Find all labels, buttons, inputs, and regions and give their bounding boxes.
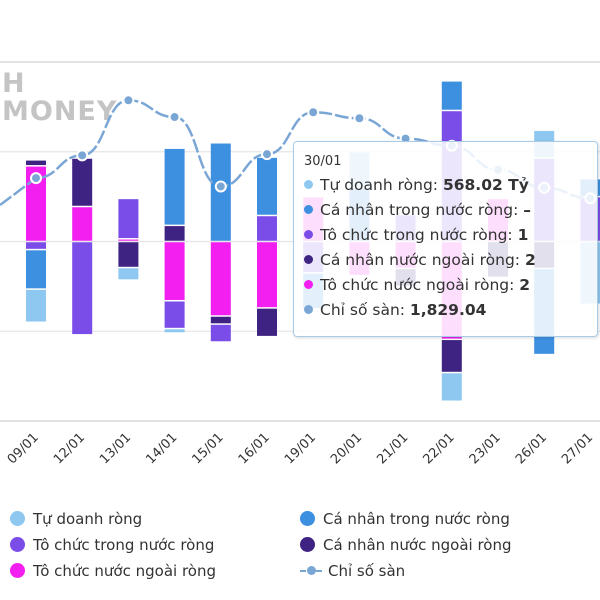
legend-label: Cá nhân trong nước ròng (323, 510, 510, 528)
bar-segment[interactable] (26, 160, 46, 166)
tooltip-value: 2 (524, 251, 536, 269)
bar-segment[interactable] (210, 242, 231, 316)
index-point[interactable] (307, 106, 320, 119)
bar-segment[interactable] (441, 81, 462, 110)
x-tick-label: 13/01 (97, 430, 134, 467)
tooltip-title: 30/01 (304, 154, 342, 169)
x-tick-label: 23/01 (467, 430, 504, 467)
legend-label: Cá nhân nước ngoài ròng (323, 536, 512, 554)
circle-marker-icon (300, 537, 315, 552)
x-tick-label: 16/01 (236, 430, 273, 467)
series-dot-icon (304, 305, 313, 314)
tooltip-label: Tô chức trong nước ròng: (320, 226, 518, 244)
tooltip-value: 1,829.04 (409, 301, 487, 319)
bar-segment[interactable] (210, 316, 231, 324)
watermark-logo: H MONEY (2, 70, 117, 126)
logo-line-1: H (2, 68, 26, 99)
series-dot-icon (304, 230, 313, 239)
legend-label: Tô chức nước ngoài ròng (33, 562, 217, 580)
index-point[interactable] (122, 94, 135, 107)
x-tick-label: 20/01 (328, 430, 365, 467)
x-tick-label: 21/01 (374, 430, 411, 467)
tooltip-label: Cá nhân nước ngoài ròng: (320, 251, 525, 269)
bar-segment[interactable] (257, 308, 277, 336)
tooltip-row: Tự doanh ròng: 568.02 Tỷ (304, 173, 591, 198)
x-tick-label: 14/01 (143, 430, 180, 467)
tooltip-label: Chỉ số sàn: (320, 301, 410, 319)
tooltip-row: Cá nhân trong nước ròng: – (304, 198, 591, 223)
index-point[interactable] (76, 149, 89, 162)
tooltip-row: Tô chức trong nước ròng: 1 (304, 223, 591, 248)
bar-segment[interactable] (164, 226, 185, 241)
tooltip-value: 2 (519, 276, 531, 294)
index-point[interactable] (261, 148, 273, 161)
bar-segment[interactable] (26, 250, 46, 289)
index-point[interactable] (30, 172, 42, 185)
bar-segment[interactable] (210, 324, 231, 342)
x-tick-label: 09/01 (5, 430, 42, 467)
series-dot-icon (304, 255, 313, 264)
legend-item[interactable]: Tự doanh ròng (10, 506, 300, 532)
bar-segment[interactable] (257, 216, 277, 241)
bar-segment[interactable] (164, 301, 185, 328)
tooltip-value: – (523, 201, 531, 219)
series-dot-icon (304, 205, 313, 214)
tooltip-label: Tự doanh ròng: (320, 176, 443, 194)
legend-item[interactable]: Tô chức nước ngoài ròng (10, 558, 300, 584)
bar-segment[interactable] (26, 166, 46, 241)
x-tick-label: 15/01 (190, 430, 227, 467)
legend-item[interactable]: Chỉ số sàn (300, 558, 590, 584)
legend-item[interactable]: Tô chức trong nước ròng (10, 532, 300, 558)
legend-item[interactable]: Cá nhân trong nước ròng (300, 506, 590, 532)
tooltip-row: Tô chức nước ngoài ròng: 2 (304, 273, 591, 298)
index-point[interactable] (168, 111, 181, 124)
tooltip-value: 1 (517, 226, 529, 244)
legend-label: Tô chức trong nước ròng (33, 536, 215, 554)
logo-line-2: MONEY (2, 96, 118, 127)
bar-segment[interactable] (441, 373, 462, 401)
series-dot-icon (304, 180, 313, 189)
bar-segment[interactable] (72, 207, 93, 241)
line-marker-icon (300, 563, 322, 578)
circle-marker-icon (10, 563, 25, 578)
tooltip-label: Cá nhân trong nước ròng: (320, 201, 524, 219)
bar-segment[interactable] (72, 242, 93, 335)
bar-segment[interactable] (72, 158, 93, 206)
bar-segment[interactable] (164, 242, 185, 300)
legend-label: Chỉ số sàn (328, 562, 406, 580)
x-tick-label: 22/01 (421, 430, 458, 467)
legend-item[interactable]: Cá nhân nước ngoài ròng (300, 532, 590, 558)
legend: Tự doanh ròng Cá nhân trong nước ròng Tô c… (0, 506, 600, 584)
index-point[interactable] (353, 112, 366, 125)
series-dot-icon (304, 280, 313, 289)
x-tick-label: 12/01 (51, 430, 88, 467)
circle-marker-icon (10, 511, 25, 526)
tooltip-label: Tô chức nước ngoài ròng: (320, 276, 520, 294)
bar-segment[interactable] (164, 329, 185, 333)
x-tick-label: 27/01 (559, 430, 596, 467)
circle-marker-icon (300, 511, 315, 526)
legend-label: Tự doanh ròng (33, 510, 143, 528)
x-axis-labels: 09/01 12/01 13/01 14/01 15/01 16/01 19/01 20/01… (5, 430, 597, 467)
bar-segment[interactable] (257, 157, 277, 215)
bar-segment[interactable] (257, 242, 277, 308)
tooltip: 30/01 Tự doanh ròng: 568.02 Tỷ Cá nhân tr… (293, 141, 598, 337)
circle-marker-icon (10, 537, 25, 552)
tooltip-value: 568.02 Tỷ (442, 176, 529, 194)
bar-segment[interactable] (164, 148, 185, 225)
bar-segment[interactable] (26, 242, 46, 249)
index-point[interactable] (214, 180, 227, 193)
bar-segment[interactable] (118, 242, 139, 267)
bar-segment[interactable] (441, 340, 462, 372)
x-tick-label: 26/01 (513, 430, 550, 467)
bar-segment[interactable] (118, 239, 139, 241)
bar-segment[interactable] (26, 289, 46, 322)
tooltip-row: Chỉ số sàn: 1,829.04 (304, 298, 591, 323)
bar-segment[interactable] (118, 199, 139, 239)
x-tick-label: 19/01 (282, 430, 319, 467)
bar-segment[interactable] (118, 268, 139, 280)
tooltip-row: Cá nhân nước ngoài ròng: 2 (304, 248, 591, 273)
